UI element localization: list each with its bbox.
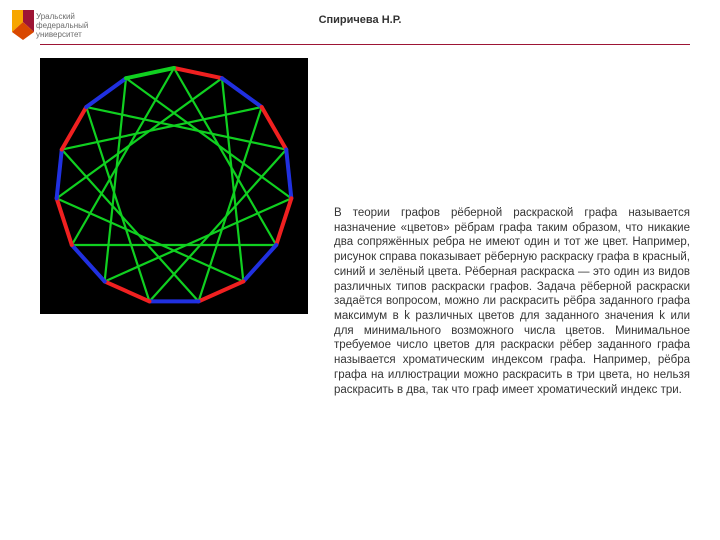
author-name: Спиричева Н.Р. <box>0 14 720 26</box>
content-area: В теории графов рёберной раскраской граф… <box>40 58 690 520</box>
graph-svg <box>40 58 308 314</box>
page-header: Уральский федеральный университет Спирич… <box>0 0 720 46</box>
body-paragraph: В теории графов рёберной раскраской граф… <box>334 206 690 397</box>
header-divider <box>40 44 690 45</box>
logo-line3: университет <box>36 30 88 39</box>
edge-coloring-graph <box>40 58 308 314</box>
